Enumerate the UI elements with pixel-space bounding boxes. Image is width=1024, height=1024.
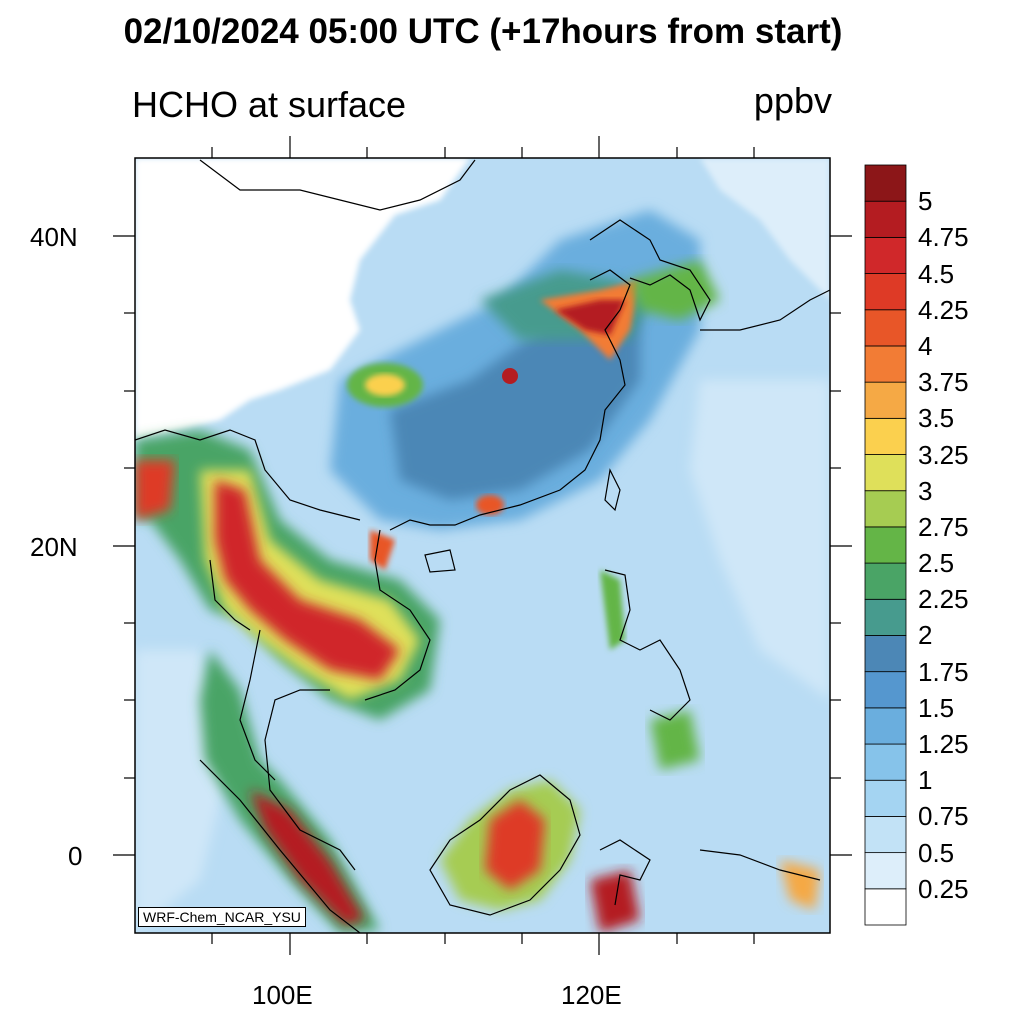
colorbar-tick-label: 2.5: [918, 548, 955, 579]
colorbar-box: [864, 381, 907, 419]
colorbar-tick-label: 4.5: [918, 258, 955, 289]
units-label: ppbv: [753, 80, 832, 121]
colorbar-tick-label: 0.75: [918, 801, 969, 832]
lon-label-100e: 100E: [252, 980, 313, 1010]
colorbar: [864, 164, 907, 926]
plot-title: 02/10/2024 05:00 UTC (+17hours from star…: [123, 12, 843, 51]
colorbar-tick-label: 4: [918, 330, 933, 361]
colorbar-box: [864, 816, 907, 854]
colorbar-tick-label: 4.75: [918, 222, 969, 253]
colorbar-box: [864, 852, 907, 890]
model-credit: WRF-Chem_NCAR_YSU: [138, 907, 306, 927]
colorbar-tick-label: 1.5: [918, 692, 955, 723]
colorbar-tick-label: 3.75: [918, 367, 969, 398]
colorbar-box: [864, 562, 907, 600]
colorbar-tick-label: 0.25: [918, 873, 969, 904]
lat-label-40n: 40N: [30, 222, 78, 252]
colorbar-box: [864, 273, 907, 311]
colorbar-box: [864, 635, 907, 673]
coastlines: [135, 159, 830, 933]
colorbar-tick-label: 3.5: [918, 403, 955, 434]
colorbar-box: [864, 598, 907, 636]
colorbar-box: [864, 417, 907, 455]
lat-label-20n: 20N: [30, 532, 78, 562]
lon-label-120e: 120E: [561, 980, 622, 1010]
colorbar-box: [864, 707, 907, 745]
colorbar-box: [864, 164, 907, 202]
colorbar-tick-label: 2: [918, 620, 933, 651]
hcho-field: [135, 158, 830, 933]
colorbar-tick-label: 1.25: [918, 729, 969, 760]
colorbar-box: [864, 236, 907, 274]
colorbar-tick-label: 2.75: [918, 511, 969, 542]
colorbar-box: [864, 309, 907, 347]
colorbar-box: [864, 779, 907, 817]
colorbar-box: [864, 200, 907, 238]
colorbar-box: [864, 345, 907, 383]
colorbar-tick-label: 0.5: [918, 837, 955, 868]
colorbar-tick-label: 2.25: [918, 584, 969, 615]
colorbar-box: [864, 526, 907, 564]
colorbar-tick-label: 5: [918, 186, 933, 217]
colorbar-tick-label: 4.25: [918, 294, 969, 325]
lat-label-0: 0: [68, 841, 83, 871]
variable-label: HCHO at surface: [132, 84, 407, 125]
colorbar-box: [864, 454, 907, 492]
colorbar-tick-label: 3: [918, 475, 933, 506]
colorbar-tick-label: 3.25: [918, 439, 969, 470]
colorbar-tick-label: 1.75: [918, 656, 969, 687]
colorbar-box: [864, 490, 907, 528]
axis-ticks: [113, 136, 852, 955]
colorbar-box: [864, 743, 907, 781]
colorbar-box: [864, 888, 907, 926]
colorbar-tick-label: 1: [918, 765, 933, 796]
colorbar-box: [864, 671, 907, 709]
